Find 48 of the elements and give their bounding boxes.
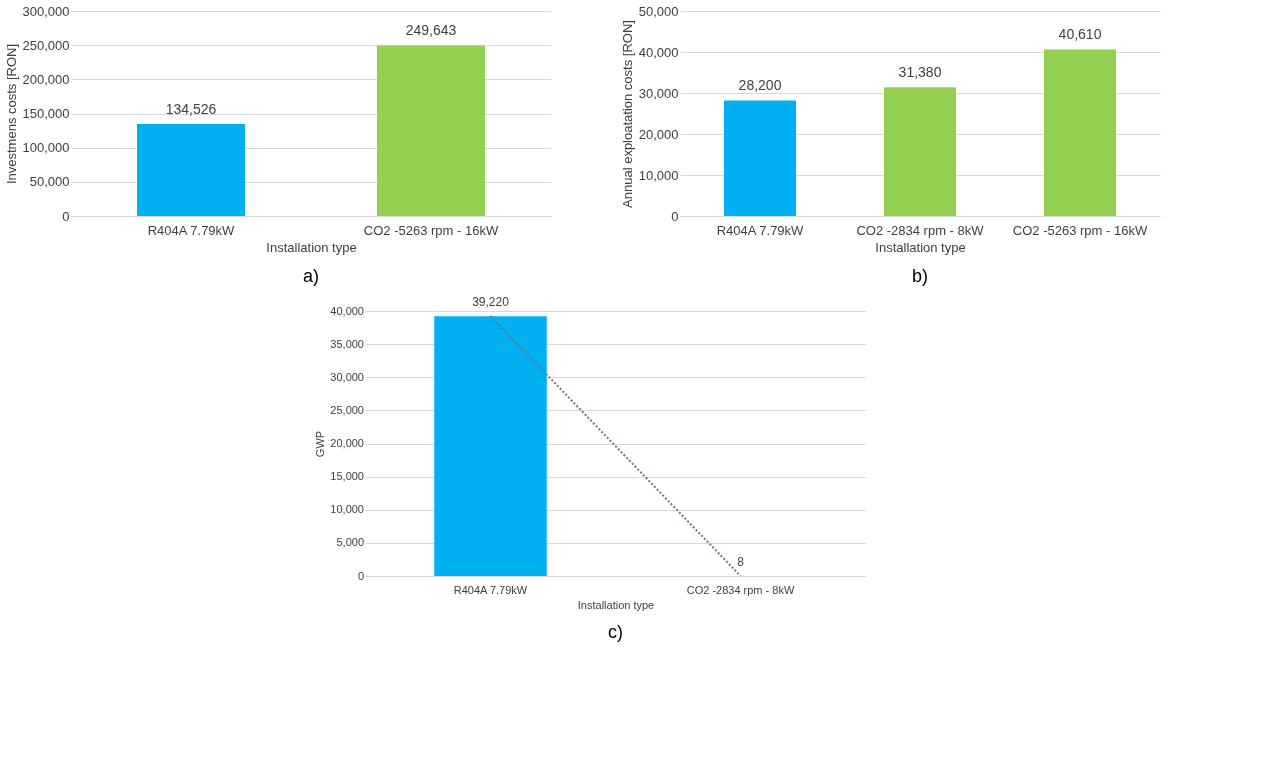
x-axis-title: Installation type	[577, 598, 655, 611]
y-tick-label: 50,000	[638, 3, 679, 19]
y-tick-label: 300,000	[22, 3, 70, 19]
text: b)	[911, 266, 929, 286]
data-label: 39,220	[472, 295, 510, 310]
y-axis-title: Investmens costs [RON]	[3, 43, 19, 185]
y-tick-label: 50,000	[29, 174, 70, 190]
data-label: 249,643	[405, 22, 457, 39]
y-tick-label: 150,000	[22, 106, 70, 121]
data-label: 31,380	[898, 64, 942, 81]
y-axis-title: Annual exploatation costs [RON]	[619, 20, 635, 208]
y-tick-label: 20,000	[330, 437, 364, 449]
y-tick-label: 30,000	[330, 370, 364, 383]
y-tick-label: 20,000	[638, 126, 679, 142]
x-axis-title: Installation type	[875, 239, 966, 255]
x-tick-label: CO2 -5263 rpm - 16kW	[363, 222, 499, 238]
y-tick-label: 0	[357, 569, 364, 582]
data-label: 8	[737, 554, 745, 569]
y-tick-label: 100,000	[22, 140, 70, 156]
data-label: 28,200	[738, 77, 782, 94]
x-tick-label: CO2 -2834 rpm - 8kW	[856, 222, 985, 238]
x-tick-label: R404A 7.79kW	[716, 222, 805, 238]
y-tick-label: 10,000	[638, 167, 679, 183]
y-tick-label: 250,000	[22, 37, 70, 53]
data-label: 40,610	[1058, 26, 1102, 43]
bar	[1044, 49, 1116, 216]
y-tick-label: 200,000	[22, 71, 70, 87]
y-tick-label: 35,000	[330, 337, 364, 350]
text: a)	[302, 266, 320, 286]
text: c)	[608, 622, 623, 642]
x-tick-label: R404A 7.79kW	[453, 583, 528, 596]
x-tick-label: CO2 -2834 rpm - 8kW	[686, 583, 795, 596]
y-tick-label: 5,000	[336, 536, 364, 549]
bar	[884, 87, 956, 216]
y-tick-label: 15,000	[330, 470, 364, 483]
y-tick-label: 0	[671, 208, 679, 224]
x-tick-label: R404A 7.79kW	[147, 222, 236, 238]
y-tick-label: 10,000	[330, 503, 364, 516]
y-tick-label: 40,000	[330, 304, 364, 317]
bar	[724, 100, 796, 216]
y-axis-title: GWP	[314, 430, 327, 458]
y-tick-label: 40,000	[638, 44, 679, 60]
data-label: 134,526	[165, 101, 217, 118]
y-tick-label: 0	[62, 208, 70, 224]
x-tick-label: CO2 -5263 rpm - 16kW	[1012, 222, 1148, 238]
y-tick-label: 30,000	[638, 85, 679, 101]
y-tick-label: 25,000	[330, 403, 364, 416]
x-axis-title: Installation type	[266, 239, 357, 255]
